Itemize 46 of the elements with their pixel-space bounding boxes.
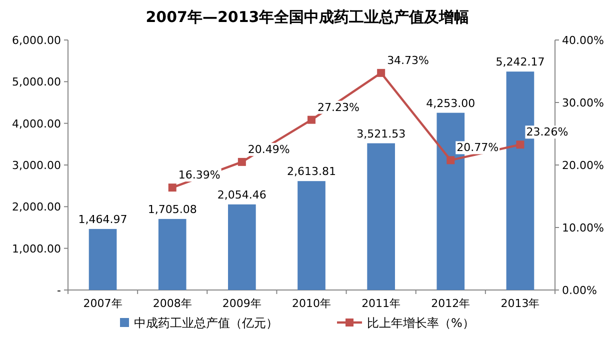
bar: [367, 143, 395, 290]
y-tick-label: 2,000.00: [12, 200, 61, 214]
y2-tick-label: 0.00%: [562, 284, 597, 297]
point: [377, 68, 386, 77]
x-tick-label: 2010年: [292, 297, 331, 310]
x-tick-label: 2012年: [431, 297, 470, 310]
y2-tick-label: 30.00%: [562, 96, 604, 110]
legend-label: 中成药工业总产值（亿元）: [134, 316, 278, 330]
legend-label: 比上年增长率（%）: [367, 316, 474, 330]
data-label: 34.73%: [387, 54, 430, 67]
y-tick-label: 6,000.00: [12, 34, 61, 47]
bar: [158, 218, 186, 290]
bar: [88, 228, 117, 290]
y2-tick-label: 10.00%: [562, 222, 604, 234]
y-tick-label: 1,000.00: [12, 242, 61, 256]
point: [446, 156, 455, 164]
bar: [228, 204, 256, 290]
x-tick-label: 2011年: [362, 297, 401, 310]
point: [168, 184, 176, 192]
y-tick-label: -: [57, 284, 62, 297]
data-label: 20.49%: [248, 142, 290, 156]
data-label: 27.23%: [318, 100, 360, 114]
y-tick-label: 3,000.00: [12, 159, 61, 172]
y-tick-label: 4,000.00: [12, 117, 61, 130]
data-label: 5,242.17: [496, 56, 545, 69]
point: [238, 158, 246, 166]
data-label: 3,521.53: [356, 127, 406, 140]
y2-tick-label: 40.00%: [562, 34, 604, 47]
chart-title: 2007年—2013年全国中成药工业总产值及增幅: [146, 8, 470, 26]
data-label: 16.39%: [178, 168, 220, 182]
data-label: 4,253.00: [426, 96, 476, 110]
x-tick-label: 2007年: [83, 297, 122, 310]
data-label: 2,054.46: [217, 188, 266, 202]
x-tick-label: 2008年: [152, 297, 192, 310]
point: [308, 116, 316, 124]
x-tick-label: 2013年: [500, 297, 540, 310]
x-tick-label: 2009年: [222, 297, 262, 310]
data-label: 1,705.08: [148, 202, 197, 216]
data-label: 20.77%: [456, 141, 499, 154]
data-label: 1,464.97: [78, 212, 128, 226]
y2-tick-label: 20.00%: [562, 159, 604, 172]
y-tick-label: 5,000.00: [12, 76, 61, 89]
bar: [298, 181, 326, 290]
point: [516, 140, 524, 149]
data-label: 2,613.81: [287, 165, 336, 178]
data-label: 23.26%: [526, 126, 568, 139]
